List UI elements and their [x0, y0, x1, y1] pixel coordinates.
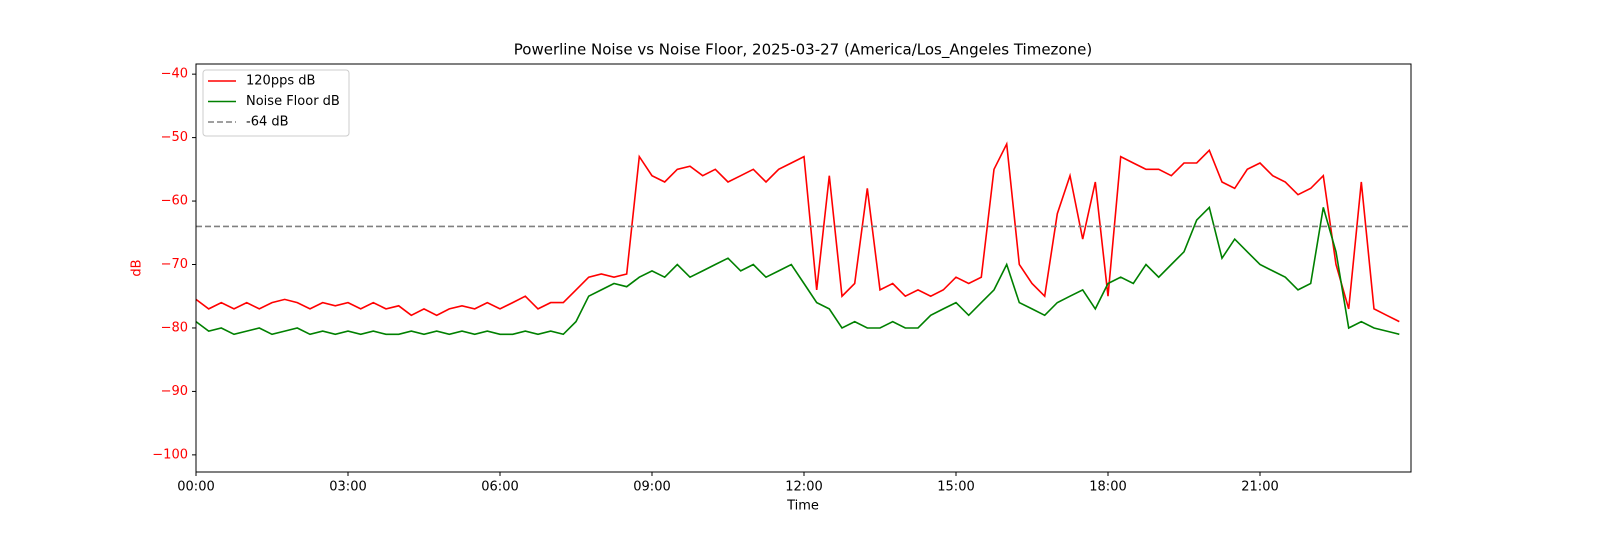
y-tick-label: −60: [161, 194, 188, 209]
x-tick-label: 06:00: [481, 480, 518, 495]
y-tick-label: −90: [161, 384, 188, 399]
x-tick-label: 21:00: [1241, 480, 1278, 495]
y-tick-label: −70: [161, 257, 188, 272]
x-tick-label: 18:00: [1089, 480, 1126, 495]
series-line: [195, 141, 1400, 323]
plot-frame: [195, 63, 1412, 473]
y-tick-label: −80: [161, 320, 188, 335]
series-line: [195, 205, 1400, 336]
legend-label: 120pps dB: [246, 74, 315, 89]
legend-box: [202, 69, 350, 137]
y-axis-label: dB: [130, 259, 145, 276]
x-tick-label: 12:00: [785, 480, 822, 495]
x-axis-label: Time: [786, 499, 819, 514]
y-tick-label: −100: [152, 447, 188, 462]
x-tick-label: 03:00: [329, 480, 366, 495]
legend-label: -64 dB: [246, 115, 289, 130]
x-tick-label: 15:00: [937, 480, 974, 495]
y-tick-label: −40: [161, 67, 188, 82]
y-tick-label: −50: [161, 130, 188, 145]
x-tick-label: 00:00: [177, 480, 214, 495]
x-tick-label: 09:00: [633, 480, 670, 495]
legend-label: Noise Floor dB: [246, 94, 340, 109]
chart-title: Powerline Noise vs Noise Floor, 2025-03-…: [514, 41, 1092, 60]
